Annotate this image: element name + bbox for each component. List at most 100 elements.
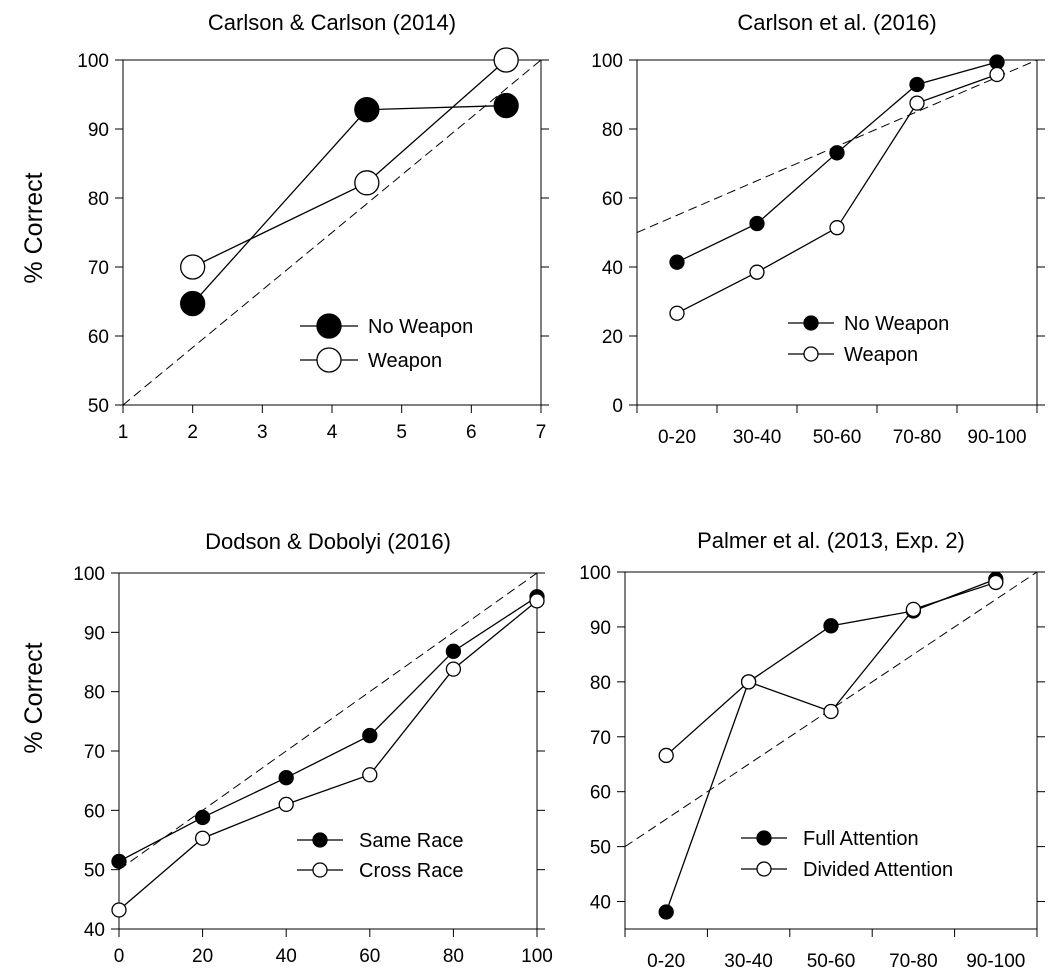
legend-label: Cross Race xyxy=(359,860,463,882)
chart-panel-1: Carlson & Carlson (2014) 50 60 70 80 90 100 1 2 3… xyxy=(77,10,549,443)
y-tick-label: 100 xyxy=(73,564,105,585)
legend-label: No Weapon xyxy=(368,316,473,338)
y-tick-label: 60 xyxy=(602,189,623,210)
x-tick-label: 6 xyxy=(466,422,477,443)
y-tick-label: 90 xyxy=(590,618,611,639)
y-tick-label: 50 xyxy=(88,396,109,417)
y-tick-label: 40 xyxy=(590,893,611,914)
data-point-no-weapon xyxy=(354,97,380,123)
legend: Full Attention Divided Attention xyxy=(741,828,953,881)
data-point-weapon xyxy=(749,264,765,280)
data-point-divided-attention xyxy=(823,703,839,720)
data-point-no-weapon xyxy=(749,215,765,232)
reference-line xyxy=(625,572,1037,848)
legend-label: No Weapon xyxy=(844,313,949,335)
chart-title: Palmer et al. (2013, Exp. 2) xyxy=(697,528,965,553)
data-point-weapon xyxy=(669,305,685,321)
series-line-cross-race xyxy=(118,600,538,911)
plot-frame xyxy=(118,572,538,930)
series-line-divided-attention xyxy=(665,581,997,756)
x-tick-label: 80 xyxy=(443,946,464,967)
series-line-weapon xyxy=(676,73,998,314)
y-axis-label-top: % Correct xyxy=(20,172,48,283)
data-point-cross-race xyxy=(194,830,211,846)
data-point-no-weapon xyxy=(829,145,845,161)
data-point-cross-race xyxy=(111,902,127,918)
data-point-no-weapon xyxy=(180,290,206,317)
legend-marker xyxy=(803,315,819,331)
legend-label: Full Attention xyxy=(803,828,919,850)
data-point-same-race xyxy=(194,809,211,826)
y-tick-label: 40 xyxy=(84,920,105,941)
data-point-cross-race xyxy=(445,661,462,677)
y-tick-label: 70 xyxy=(84,742,105,763)
x-tick-label: 20 xyxy=(192,946,213,967)
legend: No Weapon Weapon xyxy=(300,313,473,373)
x-tick-label: 4 xyxy=(327,422,338,443)
x-tick-label: 30-40 xyxy=(733,427,782,448)
series-line-weapon xyxy=(192,59,507,268)
y-tick-label: 100 xyxy=(591,51,623,72)
x-tick-label: 3 xyxy=(257,422,268,443)
legend-label: Divided Attention xyxy=(803,859,953,881)
legend-marker xyxy=(316,347,342,373)
x-tick-label: 50-60 xyxy=(813,427,862,448)
y-tick-label: 60 xyxy=(84,801,105,822)
data-point-weapon xyxy=(989,66,1005,83)
data-point-same-race xyxy=(445,643,462,659)
data-point-no-weapon xyxy=(909,76,925,93)
data-point-same-race xyxy=(362,727,378,744)
legend-marker xyxy=(312,862,328,878)
y-tick-label: 40 xyxy=(602,258,623,279)
chart-panel-2: Carlson et al. (2016) 0 20 40 60 80 100 0-20 30-… xyxy=(591,10,1045,448)
chart-title: Dodson & Dobolyi (2016) xyxy=(205,529,451,554)
data-point-weapon xyxy=(180,254,206,280)
legend-marker xyxy=(756,830,772,846)
x-tick-label: 1 xyxy=(118,422,129,443)
data-point-weapon xyxy=(354,170,380,196)
plot-frame xyxy=(624,571,1038,930)
y-tick-label: 100 xyxy=(579,563,611,584)
legend-label: Same Race xyxy=(359,830,464,852)
legend-marker xyxy=(312,832,328,848)
y-tick-label: 100 xyxy=(77,51,109,72)
y-tick-label: 50 xyxy=(590,838,611,859)
data-point-cross-race xyxy=(278,796,294,813)
x-tick-label: 70-80 xyxy=(889,951,938,968)
data-point-same-race xyxy=(278,770,294,786)
data-point-weapon xyxy=(909,95,925,111)
data-point-no-weapon xyxy=(669,254,685,270)
legend-marker xyxy=(803,346,819,362)
x-tick-label: 0-20 xyxy=(647,951,685,968)
y-tick-label: 80 xyxy=(84,683,105,704)
y-tick-label: 90 xyxy=(88,120,109,141)
x-tick-label: 30-40 xyxy=(724,951,773,968)
legend: No Weapon Weapon xyxy=(788,313,949,366)
data-point-same-race xyxy=(111,853,127,870)
legend-label: Weapon xyxy=(844,344,918,366)
y-tick-label: 80 xyxy=(590,673,611,694)
reference-line xyxy=(123,60,541,405)
x-tick-label: 60 xyxy=(359,946,380,967)
chart-panel-4: Palmer et al. (2013, Exp. 2) 40 50 60 70 80 90… xyxy=(579,528,1045,972)
y-tick-label: 70 xyxy=(590,728,611,749)
x-tick-label: 5 xyxy=(396,422,407,443)
reference-line xyxy=(119,573,537,871)
x-tick-label: 70-80 xyxy=(893,427,942,448)
x-tick-label: 90-100 xyxy=(966,951,1025,968)
data-point-weapon xyxy=(493,47,519,73)
y-tick-label: 0 xyxy=(612,396,623,417)
data-point-cross-race xyxy=(529,593,545,609)
chart-title: Carlson & Carlson (2014) xyxy=(208,10,456,35)
data-point-weapon xyxy=(829,220,845,236)
data-point-full-attention xyxy=(823,618,839,634)
x-tick-label: 40 xyxy=(276,946,297,967)
x-tick-label: 90-100 xyxy=(967,427,1026,448)
x-tick-label: 2 xyxy=(187,422,198,443)
data-point-full-attention xyxy=(658,904,674,920)
chart-title: Carlson et al. (2016) xyxy=(737,10,936,35)
y-tick-label: 20 xyxy=(602,327,623,348)
